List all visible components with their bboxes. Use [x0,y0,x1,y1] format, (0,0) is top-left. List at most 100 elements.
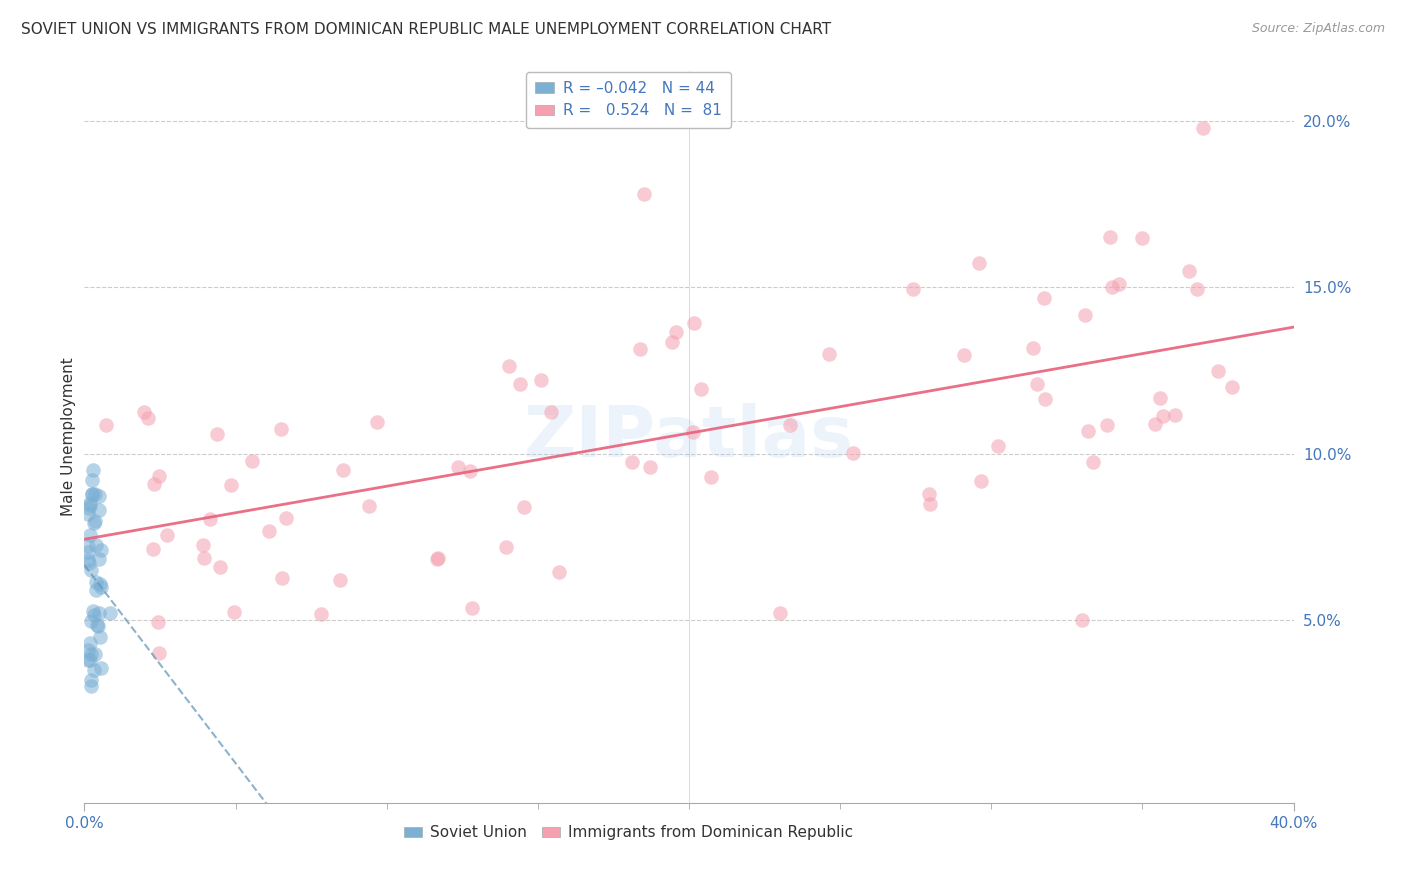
Text: SOVIET UNION VS IMMIGRANTS FROM DOMINICAN REPUBLIC MALE UNEMPLOYMENT CORRELATION: SOVIET UNION VS IMMIGRANTS FROM DOMINICA… [21,22,831,37]
Point [1130,230,1153,244]
Point [193,551,215,566]
Point [257,524,280,538]
Point [219,478,242,492]
Point [142,541,165,556]
Point [271,570,294,584]
Point [98,606,121,620]
Point [1192,120,1215,135]
Point [661,334,683,349]
Point [240,453,263,467]
Point [530,373,553,387]
Point [90,580,112,594]
Point [82,604,104,618]
Point [842,446,865,460]
Point [1206,363,1229,377]
Point [86,538,108,552]
Point [329,574,352,588]
Point [1032,291,1054,305]
Point [89,542,111,557]
Point [1101,279,1123,293]
Point [682,425,704,440]
Point [1220,380,1243,394]
Point [628,342,651,356]
Point [87,607,110,621]
Point [79,653,101,667]
Point [148,646,170,660]
Point [1071,613,1094,627]
Point [208,560,231,574]
Point [80,673,103,687]
Point [509,377,531,392]
Point [779,418,801,433]
Point [80,614,103,628]
Point [769,607,792,621]
Point [77,653,100,667]
Point [547,565,569,579]
Point [901,282,924,296]
Point [987,439,1010,453]
Point [276,510,298,524]
Point [80,486,103,500]
Point [79,498,101,512]
Point [77,501,100,516]
Point [918,497,941,511]
Point [512,500,534,514]
Point [200,512,222,526]
Point [83,663,105,677]
Point [132,405,155,419]
Point [77,545,100,559]
Point [84,647,107,661]
Point [148,468,170,483]
Point [1021,341,1043,355]
Text: Source: ZipAtlas.com: Source: ZipAtlas.com [1251,22,1385,36]
Point [87,619,110,633]
Point [1081,455,1104,469]
Point [970,474,993,488]
Point [495,541,517,555]
Point [1025,376,1047,391]
Point [1149,392,1171,406]
Legend: Soviet Union, Immigrants from Dominican Republic: Soviet Union, Immigrants from Dominican … [398,819,859,847]
Text: ZIPatlas: ZIPatlas [524,402,853,472]
Point [80,563,103,577]
Point [953,348,976,362]
Point [87,502,110,516]
Point [967,256,990,270]
Point [80,680,103,694]
Point [1095,418,1118,433]
Point [77,643,100,657]
Point [1099,230,1122,244]
Point [682,316,704,330]
Point [80,647,103,661]
Point [665,325,688,339]
Point [79,635,101,649]
Point [77,556,100,570]
Point [640,460,662,475]
Point [82,463,104,477]
Point [1143,417,1166,431]
Point [84,582,107,597]
Point [1178,264,1201,278]
Point [311,607,333,621]
Point [191,538,214,552]
Point [77,508,100,522]
Point [83,516,105,530]
Point [205,427,228,442]
Point [89,631,111,645]
Point [633,187,655,202]
Point [498,359,520,374]
Point [426,551,449,566]
Point [689,382,711,396]
Point [620,455,643,469]
Point [83,608,105,623]
Point [1108,277,1130,291]
Point [148,615,170,629]
Point [87,489,110,503]
Point [461,601,484,615]
Point [222,605,245,619]
Point [1077,424,1099,438]
Point [1187,282,1209,296]
Point [79,496,101,510]
Point [90,661,112,675]
Point [447,460,470,475]
